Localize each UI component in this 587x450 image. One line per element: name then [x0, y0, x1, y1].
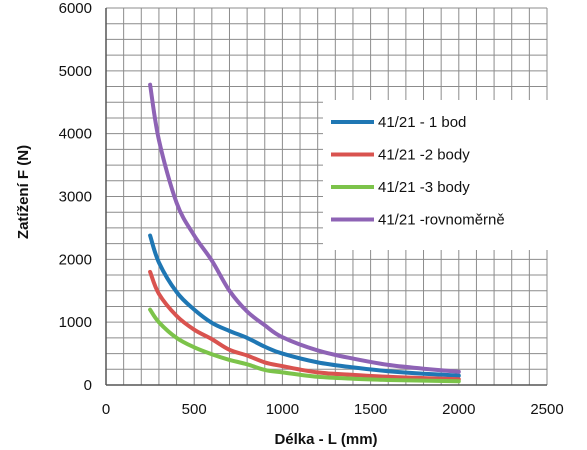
x-axis-title: Délka - L (mm) — [274, 431, 377, 448]
y-tick-label: 2000 — [59, 251, 92, 268]
series-line-1 — [148, 233, 461, 378]
legend: 41/21 - 1 bod 41/21 -2 body 41/21 -3 body 4… — [323, 100, 553, 250]
legend-background — [323, 100, 553, 250]
series-lines — [148, 82, 461, 384]
series-line-3 — [148, 307, 461, 384]
y-tick-label: 4000 — [59, 126, 92, 143]
series-line-4 — [148, 82, 461, 374]
y-axis-title: Zatížení F (N) — [15, 145, 32, 239]
legend-label-2: 41/21 -2 body — [378, 147, 470, 164]
y-tick-label: 0 — [84, 377, 92, 394]
x-tick-label: 0 — [102, 401, 110, 418]
axes — [105, 8, 547, 386]
tick-labels: 0 500 1000 1500 2000 2500 0 1000 2000 3000 4000 500… — [59, 0, 564, 418]
y-tick-label: 6000 — [59, 0, 92, 17]
y-tick-label: 5000 — [59, 63, 92, 80]
legend-label-3: 41/21 -3 body — [378, 179, 470, 196]
x-tick-label: 2500 — [530, 401, 563, 418]
x-tick-label: 2000 — [442, 401, 475, 418]
x-tick-label: 500 — [182, 401, 207, 418]
y-tick-label: 1000 — [59, 314, 92, 331]
series-line-2 — [148, 269, 461, 382]
y-tick-label: 3000 — [59, 189, 92, 206]
legend-label-1: 41/21 - 1 bod — [378, 114, 466, 131]
x-tick-label: 1000 — [266, 401, 299, 418]
legend-label-4: 41/21 -rovnoměrně — [378, 212, 505, 229]
x-tick-label: 1500 — [354, 401, 387, 418]
